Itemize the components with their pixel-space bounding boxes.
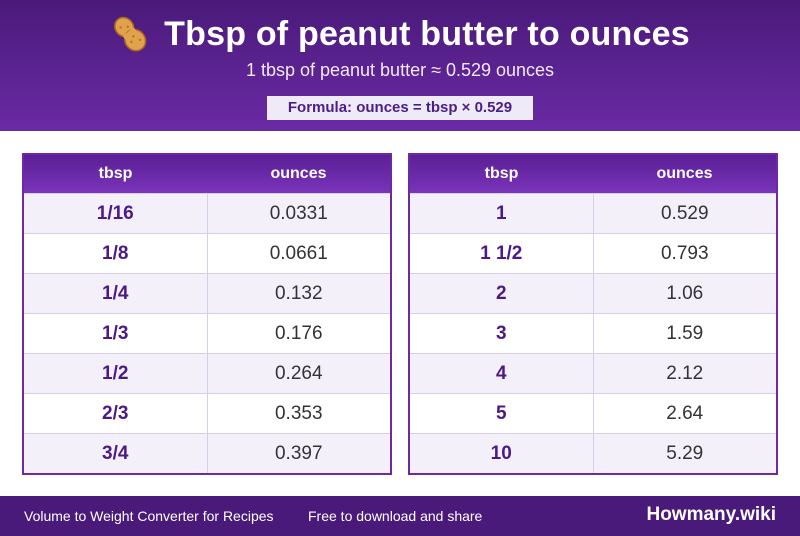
tbsp-cell: 1/2 xyxy=(24,354,208,393)
ounces-cell: 1.59 xyxy=(666,323,704,344)
title-row: Tbsp of peanut butter to ounces xyxy=(0,14,800,54)
footer-converter-text: Volume to Weight Converter for Recipes xyxy=(24,508,274,524)
page-subtitle: 1 tbsp of peanut butter ≈ 0.529 ounces xyxy=(245,60,555,80)
column-header-ounces: ounces xyxy=(270,165,327,182)
ounces-cell: 5.29 xyxy=(666,443,704,464)
table-row: 1 0.529 xyxy=(410,193,776,233)
ounces-cell: 0.0661 xyxy=(269,243,328,264)
footer: Volume to Weight Converter for Recipes F… xyxy=(0,496,800,536)
table-row: 1/8 0.0661 xyxy=(24,233,390,273)
ounces-cell: 2.12 xyxy=(666,363,704,384)
table-row: 2/3 0.353 xyxy=(24,393,390,433)
tbsp-cell: 2 xyxy=(410,274,594,313)
table-row: 1/3 0.176 xyxy=(24,313,390,353)
table-row: 4 2.12 xyxy=(410,353,776,393)
ounces-cell: 0.353 xyxy=(274,403,323,424)
ounces-cell: 0.0331 xyxy=(269,203,328,224)
tbsp-cell: 1 xyxy=(410,194,594,233)
table-row: 5 2.64 xyxy=(410,393,776,433)
column-header-tbsp: tbsp xyxy=(98,165,133,182)
tbsp-cell: 1/8 xyxy=(24,234,208,273)
table-row: 2 1.06 xyxy=(410,273,776,313)
tbsp-cell: 3/4 xyxy=(24,434,208,473)
ounces-cell: 0.264 xyxy=(274,363,323,384)
table-row: 10 5.29 xyxy=(410,433,776,473)
tbsp-cell: 1/16 xyxy=(24,194,208,233)
table-header: tbsp ounces xyxy=(410,155,776,193)
table-row: 3/4 0.397 xyxy=(24,433,390,473)
footer-share-text: Free to download and share xyxy=(308,508,483,524)
tbsp-cell: 5 xyxy=(410,394,594,433)
page-title: Tbsp of peanut butter to ounces xyxy=(164,14,690,53)
ounces-cell: 1.06 xyxy=(666,283,704,304)
table-header: tbsp ounces xyxy=(24,155,390,193)
ounces-cell: 0.529 xyxy=(660,203,709,224)
tbsp-cell: 1 1/2 xyxy=(410,234,594,273)
tbsp-cell: 4 xyxy=(410,354,594,393)
table-row: 1/2 0.264 xyxy=(24,353,390,393)
table-row: 3 1.59 xyxy=(410,313,776,353)
brand-logo-text[interactable]: Howmany.wiki xyxy=(646,504,776,525)
header: Tbsp of peanut butter to ounces 1 tbsp o… xyxy=(0,0,800,131)
conversion-table-left: tbsp ounces 1/16 0.0331 1/8 0.0661 1/4 0.13… xyxy=(22,153,392,475)
table-row: 1 1/2 0.793 xyxy=(410,233,776,273)
tbsp-cell: 1/3 xyxy=(24,314,208,353)
table-row: 1/16 0.0331 xyxy=(24,193,390,233)
tbsp-cell: 10 xyxy=(410,434,594,473)
ounces-cell: 0.176 xyxy=(274,323,323,344)
ounces-cell: 0.397 xyxy=(274,443,323,464)
conversion-table-right: tbsp ounces 1 0.529 1 1/2 0.793 2 1.06 3 1.5… xyxy=(408,153,778,475)
column-header-tbsp: tbsp xyxy=(484,165,519,182)
ounces-cell: 2.64 xyxy=(666,403,704,424)
column-header-ounces: ounces xyxy=(656,165,713,182)
table-row: 1/4 0.132 xyxy=(24,273,390,313)
tbsp-cell: 2/3 xyxy=(24,394,208,433)
tbsp-cell: 3 xyxy=(410,314,594,353)
peanut-icon xyxy=(114,16,147,52)
ounces-cell: 0.793 xyxy=(660,243,709,264)
formula-badge: Formula: ounces = tbsp × 0.529 xyxy=(267,96,533,120)
ounces-cell: 0.132 xyxy=(274,283,323,304)
tbsp-cell: 1/4 xyxy=(24,274,208,313)
